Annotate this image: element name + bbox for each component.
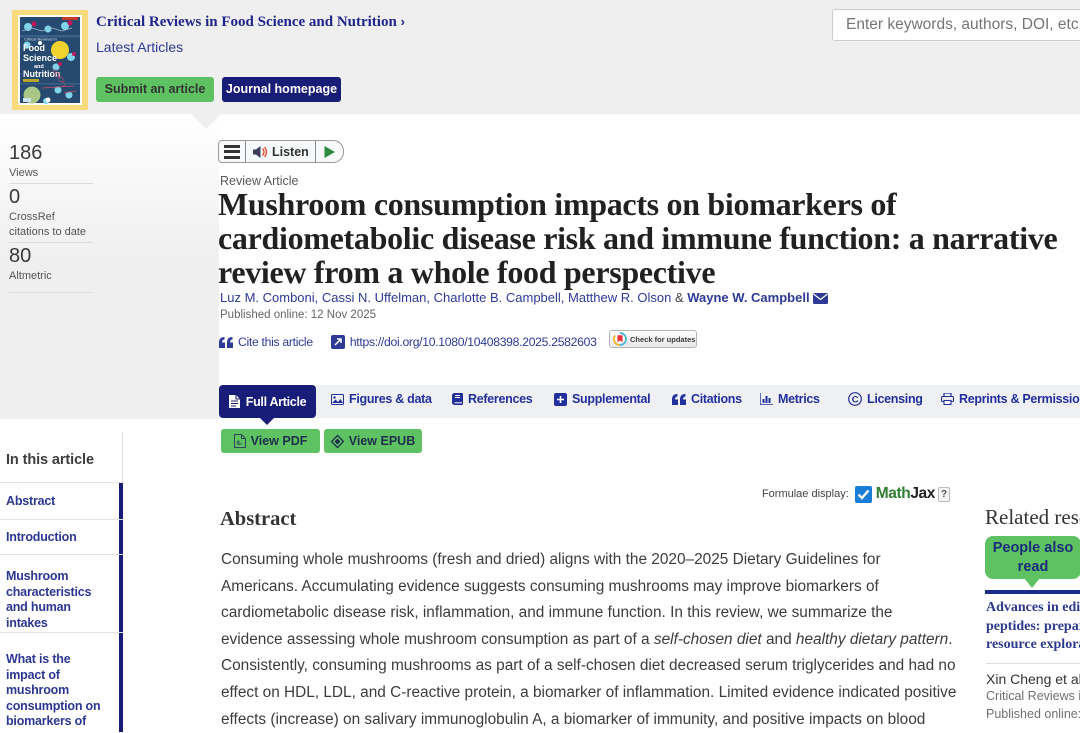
svg-text:and: and xyxy=(34,64,44,70)
svg-text:Nutrition: Nutrition xyxy=(23,69,61,79)
svg-text:C: C xyxy=(852,394,859,405)
svg-text:Critical Reviews in: Critical Reviews in xyxy=(24,37,57,42)
svg-text:Food: Food xyxy=(23,43,45,53)
svg-text:Science: Science xyxy=(23,53,57,63)
